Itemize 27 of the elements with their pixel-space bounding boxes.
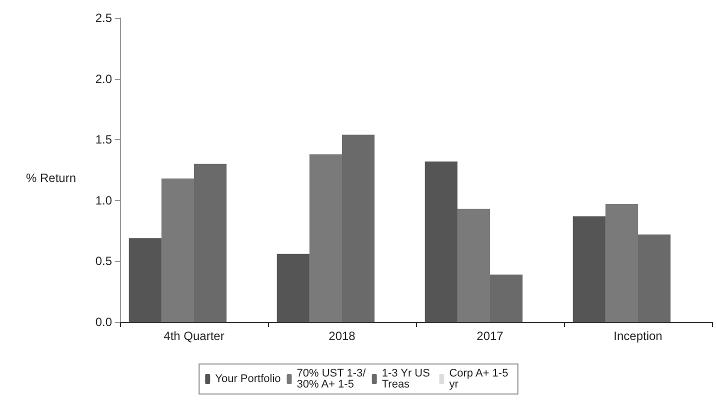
bar [490, 274, 523, 322]
y-tick-label: 1.0 [95, 193, 112, 208]
bar [572, 216, 606, 322]
bar [342, 134, 375, 322]
legend-label: 1-3 Yr US Treas [382, 368, 434, 390]
y-tick-label: 0.5 [95, 254, 112, 268]
legend-label: Corp A+ 1-5 yr [449, 368, 512, 390]
y-tick-label: 0.0 [95, 315, 112, 329]
legend-label: Your Portfolio [215, 373, 281, 385]
x-tick-label: 4th Quarter [164, 329, 224, 343]
x-tick-label: 2018 [328, 329, 356, 343]
legend-label: 70% UST 1-3/30% A+ 1-5 [296, 368, 367, 390]
bar [605, 204, 638, 322]
bar [424, 161, 458, 322]
bar [309, 154, 342, 322]
y-tick-label: 1.5 [95, 132, 112, 147]
y-axis-title: % Return [26, 171, 76, 185]
bar [276, 254, 310, 322]
x-tick-label: Inception [614, 329, 662, 343]
bar [638, 234, 671, 322]
bar [457, 208, 490, 322]
bar [194, 164, 227, 322]
x-tick-label: 2017 [476, 329, 504, 343]
bar [128, 238, 162, 322]
y-tick-label: 2.5 [95, 11, 112, 25]
bar [161, 178, 194, 322]
y-tick-label: 2.0 [95, 72, 112, 86]
